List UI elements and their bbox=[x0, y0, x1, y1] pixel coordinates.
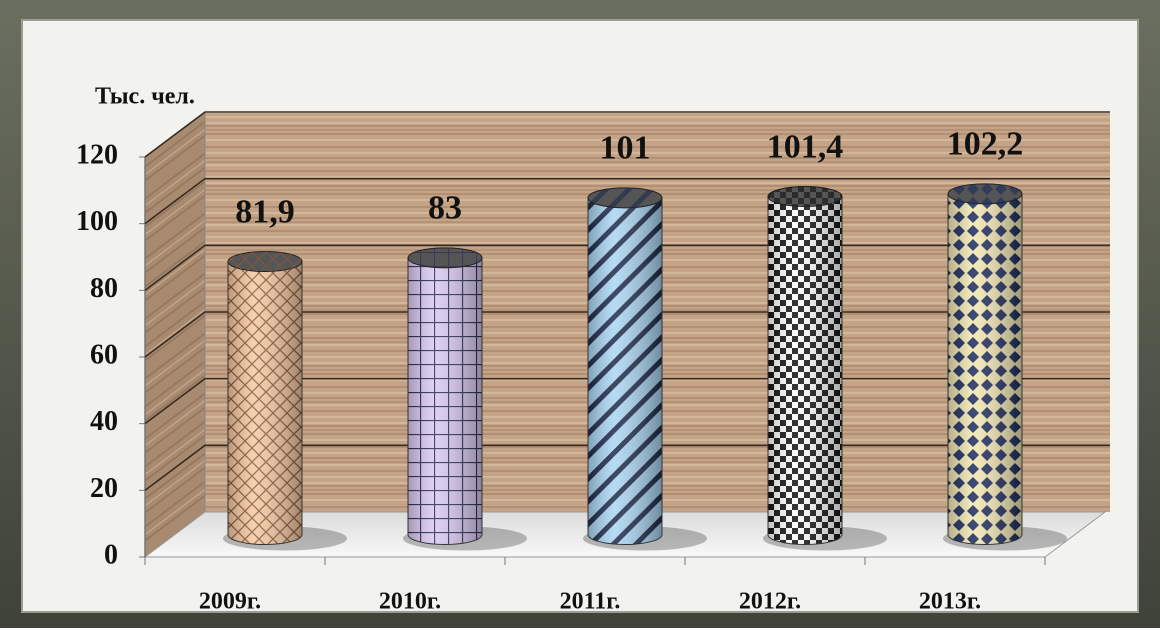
bar-top-pattern bbox=[408, 247, 482, 268]
bar-shading bbox=[227, 261, 303, 545]
y-tick-label: 40 bbox=[90, 406, 118, 437]
grid-line bbox=[144, 111, 1110, 158]
x-tick-label: 2013г. bbox=[919, 589, 981, 615]
bar-shading bbox=[587, 197, 663, 545]
x-tick-label: 2012г. bbox=[739, 589, 801, 615]
y-tick-label: 80 bbox=[90, 273, 118, 304]
grid-line bbox=[144, 177, 1110, 225]
bar-top-pattern bbox=[768, 186, 842, 207]
y-tick-label: 60 bbox=[90, 339, 118, 370]
x-tick-label: 2011г. bbox=[560, 589, 621, 615]
data-label: 102,2 bbox=[947, 126, 1024, 163]
bar-shading bbox=[767, 196, 843, 545]
data-label: 101,4 bbox=[767, 128, 844, 165]
data-label: 81,9 bbox=[235, 193, 295, 230]
bar-shading bbox=[407, 257, 483, 545]
bar-top-pattern bbox=[948, 183, 1022, 204]
data-label: 101 bbox=[600, 130, 651, 167]
x-tick-label: 2009г. bbox=[199, 589, 261, 615]
y-axis-label: Тыс. чел. bbox=[95, 84, 195, 110]
y-tick-label: 120 bbox=[76, 139, 118, 170]
bar-top-pattern bbox=[228, 251, 302, 272]
x-tick-label: 2010г. bbox=[379, 589, 441, 615]
y-tick-label: 100 bbox=[76, 206, 118, 237]
bar-shading bbox=[947, 193, 1023, 545]
y-tick-label: 20 bbox=[90, 473, 118, 504]
y-tick-label: 0 bbox=[104, 539, 118, 570]
data-label: 83 bbox=[428, 190, 462, 227]
bar-top-pattern bbox=[588, 187, 662, 208]
